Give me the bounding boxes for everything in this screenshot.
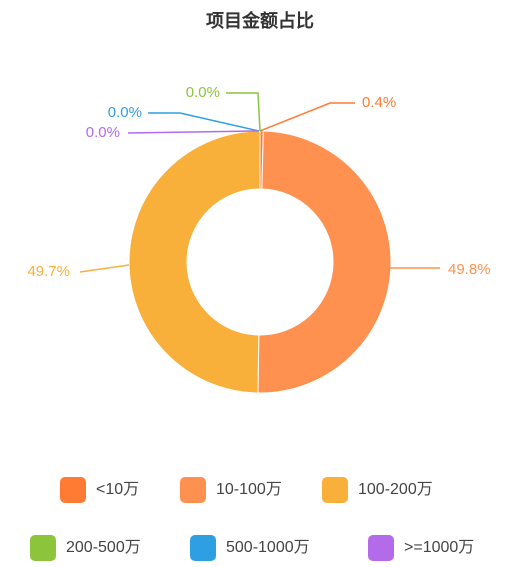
data-label: 49.8% [448, 261, 491, 278]
donut-slice [128, 130, 261, 394]
legend-swatch [190, 535, 216, 561]
data-label: 0.0% [86, 124, 120, 141]
leader-line [79, 264, 130, 273]
legend-swatch [180, 477, 206, 503]
legend-swatch [368, 535, 394, 561]
leader-line [259, 102, 355, 132]
leader-line [148, 112, 260, 132]
legend-label: 200-500万 [66, 539, 141, 556]
legend-label: >=1000万 [404, 539, 474, 556]
leader-line [226, 92, 261, 132]
data-label: 49.7% [27, 263, 70, 280]
leader-line [127, 130, 259, 134]
legend-label: <10万 [96, 481, 139, 498]
data-label: 0.4% [362, 94, 396, 111]
legend-swatch [322, 477, 348, 503]
chart-title: 项目金额占比 [206, 10, 314, 31]
legend-label: 100-200万 [358, 481, 433, 498]
legend-swatch [30, 535, 56, 561]
legend-swatch [60, 477, 86, 503]
data-label: 0.0% [186, 84, 220, 101]
legend-label: 10-100万 [216, 481, 282, 498]
data-label: 0.0% [108, 104, 142, 121]
donut-slice [257, 130, 392, 394]
legend-label: 500-1000万 [226, 539, 310, 556]
